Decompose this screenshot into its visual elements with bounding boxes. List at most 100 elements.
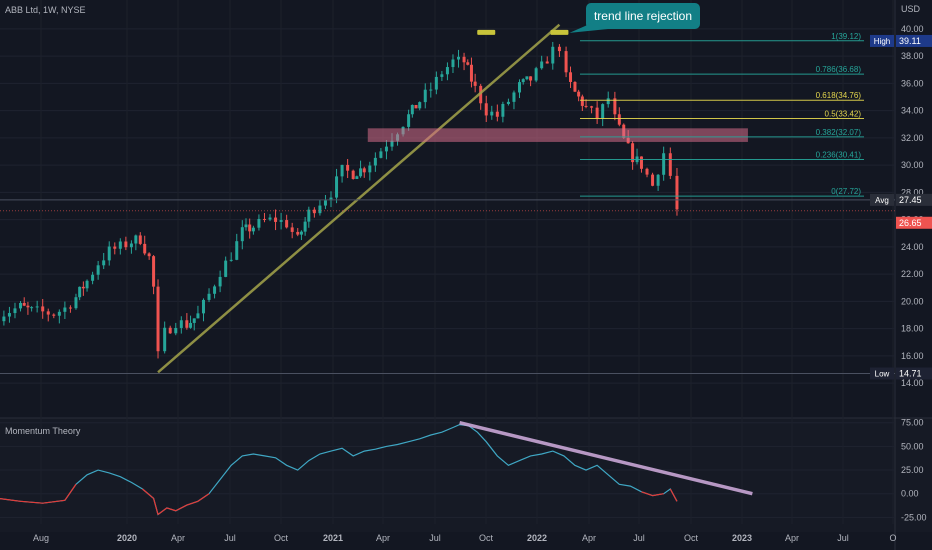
candle (557, 44, 561, 57)
candle (551, 41, 555, 70)
candle-body (423, 89, 427, 103)
candle (580, 94, 584, 111)
candle-body (569, 72, 573, 82)
candle-body (78, 286, 82, 298)
candle (19, 300, 23, 312)
candle-body (584, 105, 588, 107)
candle-body (601, 104, 605, 119)
price-pane[interactable]: 1(39.12) 0.786(36.68) 0.618(34.76) 0.5(33.4… (0, 23, 895, 375)
candle-body (22, 302, 26, 306)
candle (569, 66, 573, 88)
momentum-negative-segment (652, 493, 664, 497)
candle (466, 59, 470, 66)
candle-body (26, 305, 30, 308)
fib-level-label: 0.5(33.42) (825, 109, 862, 118)
candle-body (545, 61, 549, 64)
candle (235, 233, 239, 261)
high-badge-value-bg (896, 34, 932, 47)
candle (440, 70, 444, 81)
candle (244, 218, 248, 231)
y-tick-label: 34.00 (901, 106, 924, 116)
candle-body (631, 143, 635, 163)
candle (418, 101, 422, 111)
momentum-pane-bg (0, 418, 932, 532)
candle (207, 288, 211, 303)
fib-level-label: 0.382(32.07) (816, 128, 862, 137)
candle-body (218, 276, 222, 287)
y-tick-label: 20.00 (901, 296, 924, 306)
candle (257, 214, 261, 231)
rejection-marker (477, 29, 496, 35)
candle-body (518, 82, 522, 93)
candle (512, 90, 516, 110)
candle (613, 91, 617, 121)
candle-body (335, 176, 339, 198)
candle (290, 222, 294, 239)
candle (529, 76, 533, 87)
candle (196, 305, 200, 319)
candle-body (551, 46, 555, 64)
candle (57, 309, 61, 324)
candle-body (63, 307, 67, 312)
candle-body (540, 61, 544, 69)
x-tick-label: Jul (224, 533, 236, 543)
candle-body (279, 220, 283, 222)
candle (675, 167, 679, 216)
momentum-negative-segment (157, 507, 168, 516)
candle (74, 293, 78, 310)
candle-body (168, 327, 172, 334)
candle (525, 76, 529, 81)
candle-body (639, 156, 643, 169)
x-tick-label: Aug (33, 533, 49, 543)
candle (645, 167, 649, 178)
x-tick-label: Apr (376, 533, 390, 543)
candle-body (668, 153, 672, 176)
candle (368, 161, 372, 181)
candle-body (207, 293, 211, 300)
candle (113, 242, 117, 255)
candle-body (429, 89, 433, 91)
candle (224, 256, 228, 278)
candle-body (174, 327, 178, 334)
y-tick-label: 16.00 (901, 351, 924, 361)
candle-body (96, 265, 100, 275)
candle-body (373, 157, 377, 166)
candle (68, 305, 72, 313)
momentum-pane[interactable] (0, 421, 753, 516)
momentum-negative-segment (186, 500, 199, 506)
candle (451, 54, 455, 74)
momentum-negative-segment (175, 504, 188, 512)
candle (26, 301, 30, 315)
candle-body (440, 74, 444, 77)
candle-body (52, 314, 56, 316)
candle (251, 225, 255, 235)
candle-body (35, 306, 39, 308)
candle-body (196, 313, 200, 319)
x-tick-label: Apr (171, 533, 185, 543)
candle-body (85, 280, 89, 289)
candle-body (662, 153, 666, 175)
candle-body (484, 103, 488, 116)
low-badge-label: Low (875, 370, 890, 379)
candle (22, 297, 26, 307)
candle (156, 279, 160, 359)
candle (656, 174, 660, 191)
candle (218, 270, 222, 293)
candle (340, 164, 344, 183)
candle-body (617, 114, 621, 125)
candle (118, 238, 122, 255)
candle (651, 172, 655, 187)
candle-body (479, 85, 483, 104)
x-tick-label: Oct (684, 533, 699, 543)
fib-level-label: 0.236(30.41) (816, 151, 862, 160)
candle (351, 169, 355, 180)
annotation-pointer (569, 23, 608, 33)
candle-body (134, 235, 138, 244)
candle-body (506, 101, 510, 104)
candle (564, 46, 568, 78)
candle-body (407, 114, 411, 127)
candle (346, 159, 350, 179)
axes: 40.0038.0036.0034.0032.0030.0028.0026.00… (33, 24, 932, 543)
candle (107, 241, 111, 266)
